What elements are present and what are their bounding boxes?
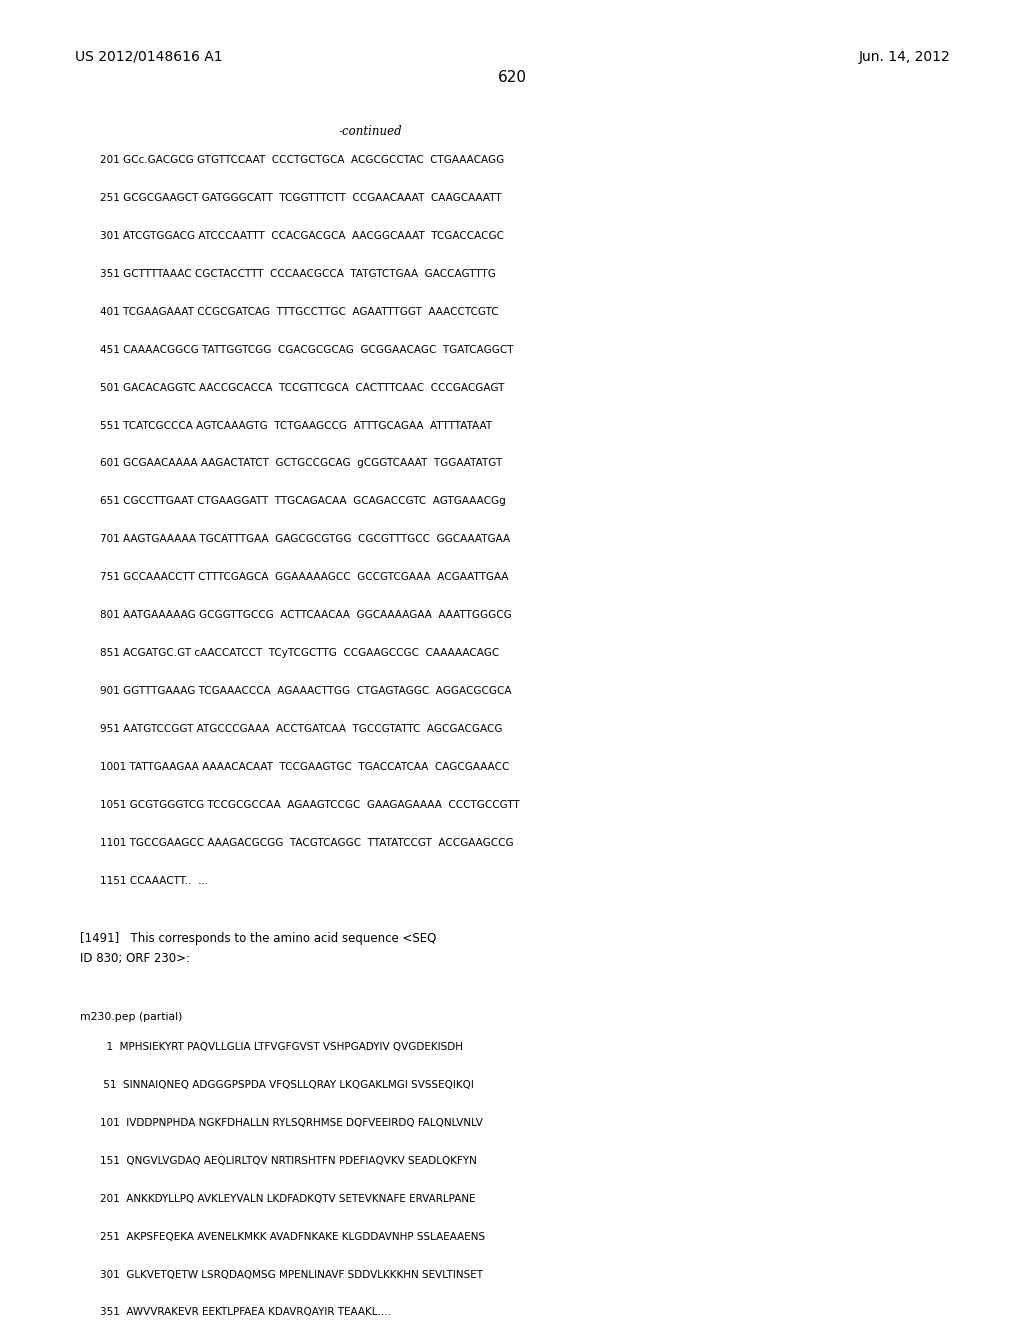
Text: 201  ANKKDYLLPQ AVKLEYVALN LKDFADKQTV SETEVKNAFE ERVARLPANE: 201 ANKKDYLLPQ AVKLEYVALN LKDFADKQTV SET… — [100, 1193, 475, 1204]
Text: US 2012/0148616 A1: US 2012/0148616 A1 — [75, 50, 222, 63]
Text: 351 GCTTTTAAAC CGCTACCTTT  CCCAACGCCA  TATGTCTGAA  GACCAGTTTG: 351 GCTTTTAAAC CGCTACCTTT CCCAACGCCA TAT… — [100, 269, 496, 279]
Text: 951 AATGTCCGGT ATGCCCGAAA  ACCTGATCAA  TGCCGTATTC  AGCGACGACG: 951 AATGTCCGGT ATGCCCGAAA ACCTGATCAA TGC… — [100, 725, 503, 734]
Text: 501 GACACAGGTC AACCGCACCA  TCCGTTCGCA  CACTTTCAAC  CCCGACGAGT: 501 GACACAGGTC AACCGCACCA TCCGTTCGCA CAC… — [100, 383, 505, 392]
Text: 51  SINNAIQNEQ ADGGGPSPDA VFQSLLQRAY LKQGAKLMGI SVSSEQIKQI: 51 SINNAIQNEQ ADGGGPSPDA VFQSLLQRAY LKQG… — [100, 1080, 474, 1090]
Text: 351  AWVVRAKEVR EEKTLPFAEA KDAVRQAYIR TEAAKL....: 351 AWVVRAKEVR EEKTLPFAEA KDAVRQAYIR TEA… — [100, 1308, 391, 1317]
Text: 601 GCGAACAAAA AAGACTATCT  GCTGCCGCAG  gCGGTCAAAT  TGGAATATGT: 601 GCGAACAAAA AAGACTATCT GCTGCCGCAG gCG… — [100, 458, 502, 469]
Text: 551 TCATCGCCCA AGTCAAAGTG  TCTGAAGCCG  ATTTGCAGAA  ATTTTATAAT: 551 TCATCGCCCA AGTCAAAGTG TCTGAAGCCG ATT… — [100, 421, 493, 430]
Text: 751 GCCAAACCTT CTTTCGAGCA  GGAAAAAGCC  GCCGTCGAAA  ACGAATTGAA: 751 GCCAAACCTT CTTTCGAGCA GGAAAAAGCC GCC… — [100, 573, 509, 582]
Text: [1491]   This corresponds to the amino acid sequence <SEQ: [1491] This corresponds to the amino aci… — [80, 932, 436, 945]
Text: 851 ACGATGC.GT cAACCATCCT  TCyTCGCTTG  CCGAAGCCGC  CAAAAACAGC: 851 ACGATGC.GT cAACCATCCT TCyTCGCTTG CCG… — [100, 648, 500, 659]
Text: 251  AKPSFEQEKA AVENELKMKK AVADFNKAKE KLGDDAVNHP SSLAEAAENS: 251 AKPSFEQEKA AVENELKMKK AVADFNKAKE KLG… — [100, 1232, 485, 1242]
Text: 101  IVDDPNPHDA NGKFDHALLN RYLSQRHMSE DQFVEEIRDQ FALQNLVNLV: 101 IVDDPNPHDA NGKFDHALLN RYLSQRHMSE DQF… — [100, 1118, 483, 1127]
Text: 451 CAAAACGGCG TATTGGTCGG  CGACGCGCAG  GCGGAACAGC  TGATCAGGCT: 451 CAAAACGGCG TATTGGTCGG CGACGCGCAG GCG… — [100, 345, 513, 355]
Text: 701 AAGTGAAAAA TGCATTTGAA  GAGCGCGTGG  CGCGTTTGCC  GGCAAATGAA: 701 AAGTGAAAAA TGCATTTGAA GAGCGCGTGG CGC… — [100, 535, 510, 544]
Text: 1001 TATTGAAGAA AAAACACAAT  TCCGAAGTGC  TGACCATCAA  CAGCGAAACC: 1001 TATTGAAGAA AAAACACAAT TCCGAAGTGC TG… — [100, 762, 509, 772]
Text: Jun. 14, 2012: Jun. 14, 2012 — [858, 50, 950, 63]
Text: 651 CGCCTTGAAT CTGAAGGATT  TTGCAGACAA  GCAGACCGTC  AGTGAAACGg: 651 CGCCTTGAAT CTGAAGGATT TTGCAGACAA GCA… — [100, 496, 506, 507]
Text: 801 AATGAAAAAG GCGGTTGCCG  ACTTCAACAA  GGCAAAAGAA  AAATTGGGCG: 801 AATGAAAAAG GCGGTTGCCG ACTTCAACAA GGC… — [100, 610, 512, 620]
Text: 1  MPHSIEKYRT PAQVLLGLIA LTFVGFGVST VSHPGADYIV QVGDEKISDH: 1 MPHSIEKYRT PAQVLLGLIA LTFVGFGVST VSHPG… — [100, 1041, 463, 1052]
Text: 1051 GCGTGGGTCG TCCGCGCCAA  AGAAGTCCGC  GAAGAGAAAA  CCCTGCCGTT: 1051 GCGTGGGTCG TCCGCGCCAA AGAAGTCCGC GA… — [100, 800, 520, 810]
Text: 401 TCGAAGAAAT CCGCGATCAG  TTTGCCTTGC  AGAATTTGGT  AAACCTCGTC: 401 TCGAAGAAAT CCGCGATCAG TTTGCCTTGC AGA… — [100, 306, 499, 317]
Text: 251 GCGCGAAGCT GATGGGCATT  TCGGTTTCTT  CCGAACAAAT  CAAGCAAATT: 251 GCGCGAAGCT GATGGGCATT TCGGTTTCTT CCG… — [100, 193, 502, 203]
Text: 620: 620 — [498, 70, 526, 84]
Text: 301  GLKVETQETW LSRQDAQMSG MPENLINAVF SDDVLKKKHN SEVLTINSET: 301 GLKVETQETW LSRQDAQMSG MPENLINAVF SDD… — [100, 1270, 483, 1279]
Text: 201 GCc.GACGCG GTGTTCCAAT  CCCTGCTGCA  ACGCGCCTAC  CTGAAACAGG: 201 GCc.GACGCG GTGTTCCAAT CCCTGCTGCA ACG… — [100, 154, 504, 165]
Text: 1101 TGCCGAAGCC AAAGACGCGG  TACGTCAGGC  TTATATCCGT  ACCGAAGCCG: 1101 TGCCGAAGCC AAAGACGCGG TACGTCAGGC TT… — [100, 838, 514, 847]
Text: -continued: -continued — [338, 125, 401, 137]
Text: 151  QNGVLVGDAQ AEQLIRLTQV NRTIRSHTFN PDEFIAQVKV SEADLQKFYN: 151 QNGVLVGDAQ AEQLIRLTQV NRTIRSHTFN PDE… — [100, 1155, 477, 1166]
Text: 301 ATCGTGGACG ATCCCAATTT  CCACGACGCA  AACGGCAAAT  TCGACCACGC: 301 ATCGTGGACG ATCCCAATTT CCACGACGCA AAC… — [100, 231, 504, 240]
Text: ID 830; ORF 230>:: ID 830; ORF 230>: — [80, 952, 190, 965]
Text: 1151 CCAAACTT..  ...: 1151 CCAAACTT.. ... — [100, 876, 208, 886]
Text: 901 GGTTTGAAAG TCGAAACCCA  AGAAACTTGG  CTGAGTAGGC  AGGACGCGCA: 901 GGTTTGAAAG TCGAAACCCA AGAAACTTGG CTG… — [100, 686, 512, 696]
Text: m230.pep (partial): m230.pep (partial) — [80, 1012, 182, 1022]
